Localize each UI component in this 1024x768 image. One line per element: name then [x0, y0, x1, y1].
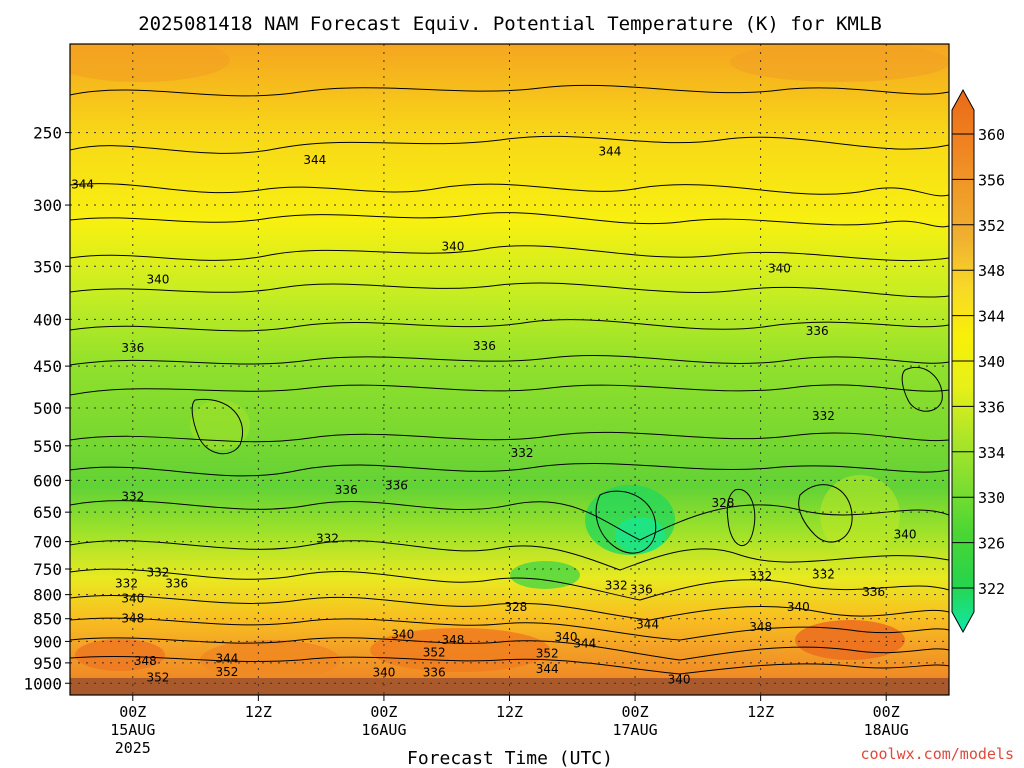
contour-label: 332	[115, 577, 138, 591]
colorbar-tick-label: 360	[978, 126, 1005, 144]
time-tick-label: 00Z	[622, 703, 649, 721]
colorbar-tick-label: 356	[978, 171, 1005, 189]
colorbar: 322 326 330 334 336 340 344 348 352 356 360	[951, 88, 1005, 634]
contour-label: 340	[555, 630, 578, 644]
contour-label: 332	[511, 446, 534, 460]
contour-label: 332	[605, 579, 628, 593]
pressure-tick-label: 1000	[23, 674, 62, 693]
credit-text: coolwx.com/models	[860, 745, 1014, 763]
contour-label: 332	[316, 532, 339, 546]
contour-label: 340	[668, 672, 691, 686]
colorbar-tick-label: 326	[978, 535, 1005, 553]
x-axis-label: Forecast Time (UTC)	[407, 748, 613, 768]
contour-label: 340	[787, 600, 810, 614]
time-tick-label: 17AUG	[612, 721, 657, 739]
time-tick-label: 00Z	[119, 703, 146, 721]
contour-label: 328	[504, 600, 527, 614]
time-tick-label: 2025	[115, 739, 151, 757]
pressure-tick-label: 600	[33, 471, 62, 490]
contour-label: 336	[121, 341, 144, 355]
colorbar-tick-label: 344	[978, 308, 1005, 326]
pressure-tick-label: 350	[33, 257, 62, 276]
colorbar-tick-label: 348	[978, 262, 1005, 280]
pressure-tick-label: 750	[33, 560, 62, 579]
pressure-tick-label: 500	[33, 399, 62, 418]
contour-label: 344	[536, 662, 559, 676]
pressure-tick-label: 450	[33, 357, 62, 376]
field-features	[70, 44, 949, 680]
pressure-tick-label: 550	[33, 437, 62, 456]
contour-label: 344	[71, 178, 94, 192]
contour-label: 332	[146, 566, 169, 580]
time-tick-label: 18AUG	[864, 721, 909, 739]
colorbar-tick-label: 340	[978, 353, 1005, 371]
contour-label: 336	[385, 479, 408, 493]
time-tick-label: 00Z	[873, 703, 900, 721]
pressure-tick-label: 250	[33, 124, 62, 143]
contour-label: 332	[812, 409, 835, 423]
contour-label: 348	[121, 612, 144, 626]
contour-label: 340	[121, 592, 144, 606]
contour-label: 344	[303, 153, 326, 167]
contour-label: 336	[630, 583, 653, 597]
time-tick-label: 12Z	[496, 703, 523, 721]
contour-label: 344	[573, 637, 596, 651]
colorbar-tick-label: 330	[978, 489, 1005, 507]
time-tick-label: 12Z	[747, 703, 774, 721]
field-background	[70, 44, 949, 695]
time-tick-label: 00Z	[370, 703, 397, 721]
contour-label: 352	[536, 647, 559, 661]
time-tick-label: 12Z	[245, 703, 272, 721]
pressure-axis: 250 300 350 400 450 500 550 600 650 700 750 800 850 9…	[23, 124, 70, 693]
contour-label: 336	[473, 339, 496, 353]
contour-label: 340	[768, 262, 791, 276]
contour-label: 344	[636, 617, 659, 631]
contour-label: 352	[423, 645, 446, 659]
contour-label: 348	[749, 620, 772, 634]
contour-label: 340	[146, 273, 169, 287]
pressure-tick-label: 800	[33, 586, 62, 605]
contour-label: 336	[423, 665, 446, 679]
contour-label: 340	[391, 628, 414, 642]
pressure-tick-label: 650	[33, 503, 62, 522]
pressure-tick-label: 950	[33, 654, 62, 673]
contour-label: 340	[442, 239, 465, 253]
pressure-tick-label: 900	[33, 632, 62, 651]
contour-label: 340	[372, 665, 395, 679]
colorbar-tick-label: 336	[978, 398, 1005, 416]
contour-label: 344	[599, 144, 622, 158]
contour-label: 348	[134, 654, 157, 668]
pressure-tick-label: 700	[33, 533, 62, 552]
contour-label: 336	[335, 483, 358, 497]
contour-label: 336	[806, 324, 829, 338]
pressure-tick-label: 300	[33, 196, 62, 215]
ground-strip	[70, 678, 949, 695]
contour-label: 332	[749, 569, 772, 583]
contour-label: 340	[894, 528, 917, 542]
contour-label: 344	[216, 652, 239, 666]
pressure-tick-label: 850	[33, 610, 62, 629]
colorbar-tick-label: 322	[978, 580, 1005, 598]
contour-label: 332	[812, 567, 835, 581]
contour-label: 332	[121, 490, 144, 504]
contour-label: 336	[165, 577, 188, 591]
chart-title: 2025081418 NAM Forecast Equiv. Potential…	[138, 13, 882, 35]
contour-label: 336	[862, 585, 885, 599]
contour-label: 352	[216, 665, 239, 679]
contour-label: 352	[146, 670, 169, 684]
colorbar-tick-label: 334	[978, 444, 1005, 462]
time-tick-label: 15AUG	[110, 721, 155, 739]
colorbar-tick-label: 352	[978, 217, 1005, 235]
pressure-tick-label: 400	[33, 310, 62, 329]
contour-label: 348	[442, 633, 465, 647]
contour-label: 328	[712, 496, 735, 510]
time-tick-label: 16AUG	[361, 721, 406, 739]
